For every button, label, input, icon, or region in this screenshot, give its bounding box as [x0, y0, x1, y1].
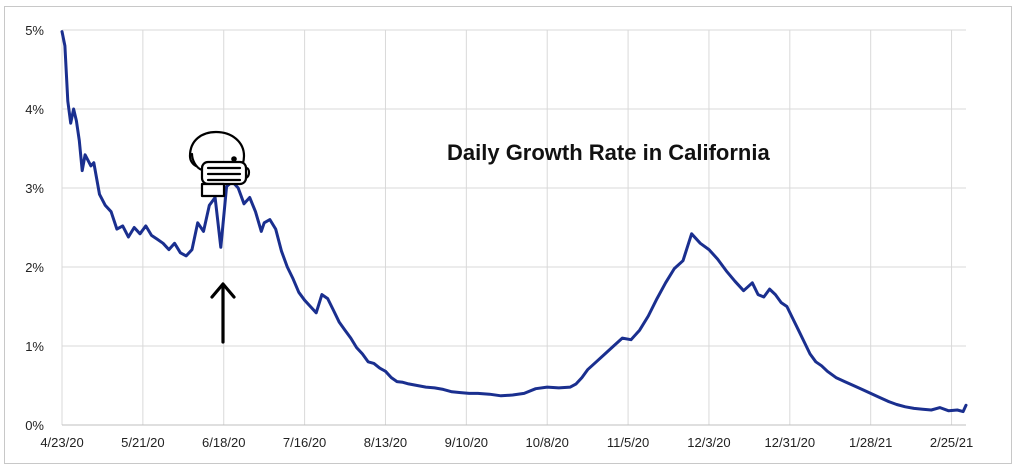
- x-tick-label: 10/8/20: [526, 435, 569, 450]
- x-tick-label: 12/31/20: [765, 435, 816, 450]
- x-tick-label: 4/23/20: [40, 435, 83, 450]
- x-tick-label: 2/25/21: [930, 435, 973, 450]
- y-tick-label: 4%: [25, 102, 44, 117]
- series-layer: [60, 30, 968, 414]
- y-axis-tick-labels: 0% 1% 2% 3% 4% 5%: [25, 23, 44, 433]
- y-tick-label: 3%: [25, 181, 44, 196]
- y-tick-label: 2%: [25, 260, 44, 275]
- x-tick-label: 9/10/20: [445, 435, 488, 450]
- x-tick-label: 5/21/20: [121, 435, 164, 450]
- y-tick-label: 1%: [25, 339, 44, 354]
- y-tick-label: 5%: [25, 23, 44, 38]
- x-tick-label: 1/28/21: [849, 435, 892, 450]
- growth-rate-series-line: [60, 30, 968, 414]
- x-tick-label: 12/3/20: [687, 435, 730, 450]
- x-tick-label: 8/13/20: [364, 435, 407, 450]
- grid-lines: [61, 29, 966, 426]
- x-axis-tick-labels: 4/23/20 5/21/20 6/18/20 7/16/20 8/13/20 9/10/…: [40, 435, 973, 450]
- x-tick-label: 11/5/20: [607, 435, 649, 450]
- up-arrow-icon: [210, 282, 236, 344]
- chart-title: Daily Growth Rate in California: [447, 140, 770, 165]
- chart-frame: [4, 6, 1012, 464]
- y-tick-label: 0%: [25, 418, 44, 433]
- x-tick-label: 6/18/20: [202, 435, 245, 450]
- face-mask-icon: [188, 130, 251, 198]
- x-tick-label: 7/16/20: [283, 435, 326, 450]
